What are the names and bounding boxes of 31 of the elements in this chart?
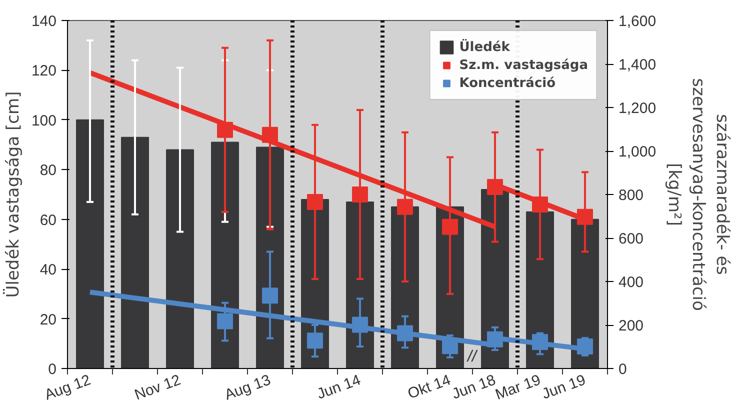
y2-tick-label: 1,200: [618, 100, 656, 117]
y-tick-label: 80: [40, 162, 57, 180]
annotation: //: [466, 348, 478, 366]
y2-tick-label: 1,600: [618, 13, 656, 30]
y2-tick-label: 200: [618, 318, 644, 334]
legend-label: Sz.m. vastagsága: [459, 58, 588, 72]
y2-tick-label: 400: [618, 274, 644, 291]
y-tick-label: 100: [31, 112, 57, 130]
x-tick-label: Aug 13: [222, 372, 273, 404]
x-tick-label: Jun 14: [314, 372, 363, 403]
x-tick-label: Jun 19: [540, 372, 588, 403]
y-tick-label: 40: [40, 262, 57, 279]
y-tick-label: 20: [40, 311, 57, 328]
y2-tick-label: 1,400: [618, 56, 656, 74]
legend-label: Koncentráció: [459, 76, 556, 90]
bar: [166, 149, 194, 368]
y-tick-label: 60: [40, 212, 57, 229]
y2-tick-label: 0: [618, 361, 627, 378]
y-axis-title: Üledék vastagsága [cm]: [2, 91, 24, 298]
legend-label: Üledék: [459, 40, 510, 54]
bar: [121, 136, 149, 368]
x-tick-label: Okt 14: [406, 372, 453, 403]
y-tick-label: 0: [48, 361, 56, 378]
y2-tick-label: 1,000: [618, 144, 656, 160]
bar: [76, 119, 104, 368]
x-tick-label: Nov 12: [132, 372, 183, 404]
y2-tick-label: 600: [618, 230, 644, 248]
y2-axis-title: szárazmaradék- és szervesanyag-koncentráció [kg/m²]: [664, 78, 732, 311]
y-tick-label: 140: [31, 13, 57, 30]
y2-tick-label: 800: [618, 187, 644, 204]
y-tick-label: 120: [31, 62, 57, 80]
